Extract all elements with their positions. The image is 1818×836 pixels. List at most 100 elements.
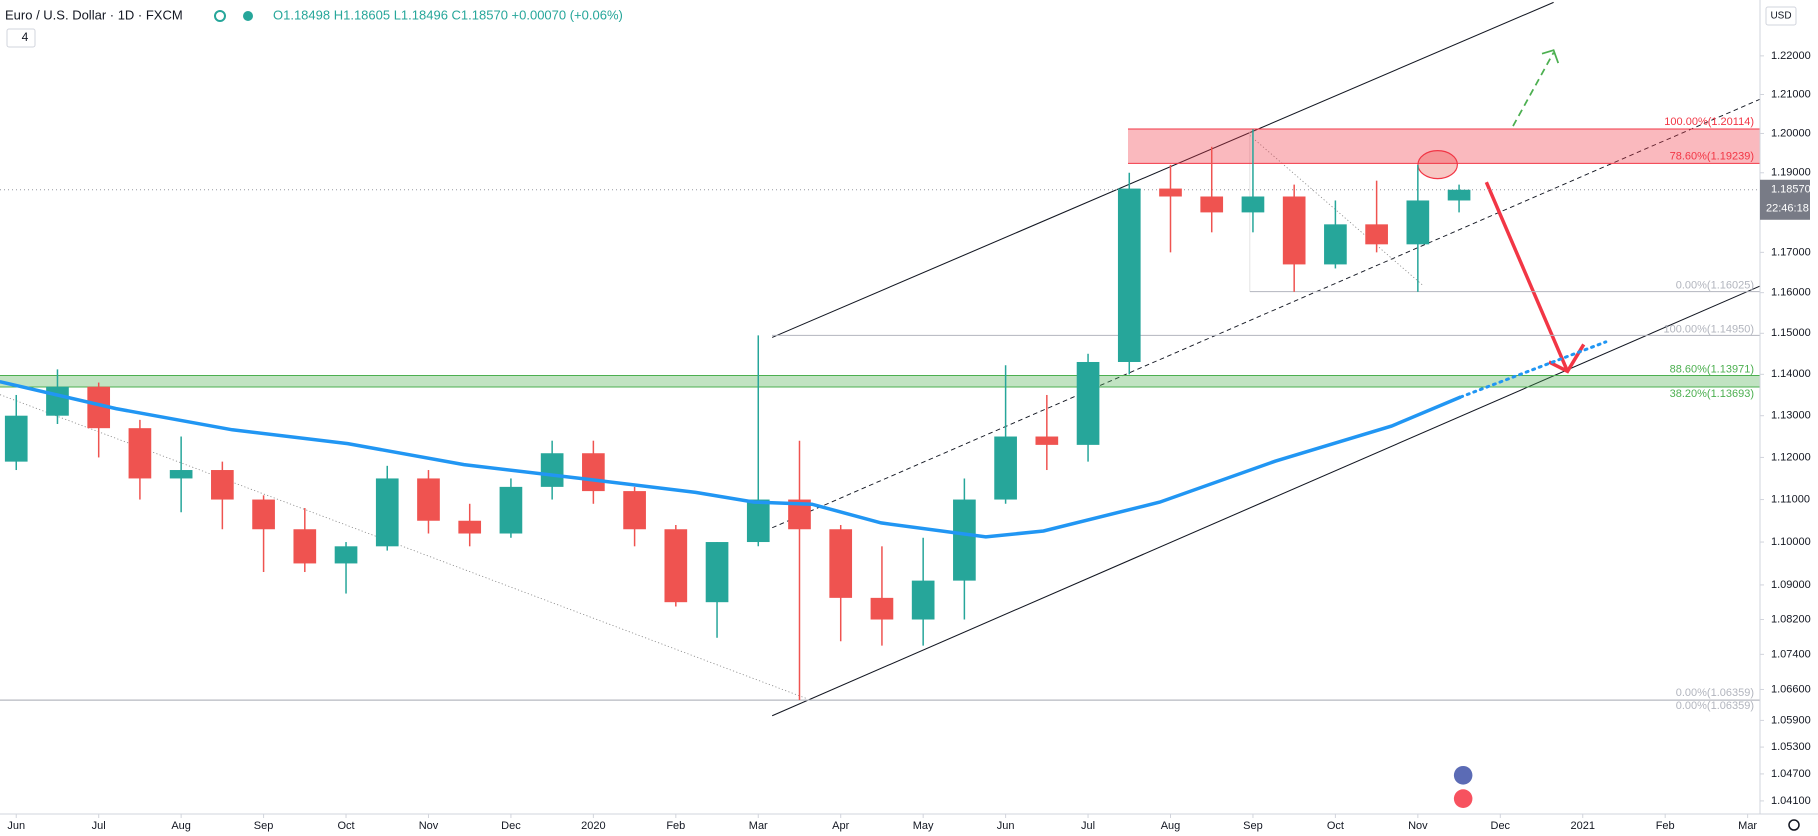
- y-tick-label: 1.04100: [1771, 795, 1811, 807]
- level-label: 0.00%(1.06359): [1676, 687, 1754, 699]
- arrow-up: [1512, 52, 1555, 127]
- level-label: 100.00%(1.20114): [1664, 116, 1754, 128]
- candle-body: [1035, 436, 1059, 445]
- channel-upper: [771, 1, 1554, 338]
- y-tick-label: 1.15000: [1771, 327, 1811, 339]
- x-tick-label: Nov: [419, 820, 439, 832]
- y-tick-label: 1.13000: [1771, 410, 1811, 422]
- status-icon: [214, 10, 226, 22]
- y-tick-label: 1.20000: [1771, 127, 1811, 139]
- x-tick-label: Feb: [1656, 820, 1675, 832]
- candle-body: [211, 470, 234, 500]
- x-tick-label: Dec: [501, 820, 521, 832]
- x-tick-label: 2021: [1570, 820, 1594, 832]
- candle-body: [1117, 188, 1141, 362]
- level-label: 0.00%(1.16025): [1676, 280, 1754, 292]
- candle-body: [540, 453, 564, 487]
- price-axis: [1760, 0, 1818, 836]
- x-tick-label: Feb: [666, 820, 685, 832]
- symbol: Euro / U.S. Dollar · 1D · FXCM: [5, 7, 183, 22]
- candle-body: [169, 470, 193, 479]
- x-tick-label: Apr: [832, 820, 849, 832]
- arrow-head: [1541, 49, 1560, 64]
- y-tick-label: 1.17000: [1771, 246, 1811, 258]
- currency: USD: [1770, 11, 1791, 22]
- x-tick-label: May: [913, 820, 934, 832]
- x-tick-label: Aug: [1161, 820, 1181, 832]
- candle-body: [1200, 196, 1224, 213]
- candle-body: [46, 386, 69, 416]
- x-tick-label: Jun: [997, 820, 1015, 832]
- candle-body: [293, 529, 317, 564]
- candle-body: [870, 597, 894, 620]
- countdown: 22:46:18: [1766, 203, 1809, 215]
- moving-average: [1459, 340, 1608, 399]
- y-tick-label: 1.16000: [1771, 287, 1811, 299]
- candle-body: [582, 453, 605, 492]
- arrow-down: [1484, 181, 1570, 372]
- candle-body: [4, 415, 28, 462]
- y-tick-label: 1.05900: [1771, 714, 1811, 726]
- y-tick-label: 1.22000: [1771, 50, 1811, 62]
- x-tick-label: Oct: [337, 820, 354, 832]
- x-tick-label: Mar: [1738, 820, 1757, 832]
- candle-body: [1159, 188, 1182, 197]
- candle-body: [1447, 189, 1471, 201]
- event-icon: [1453, 789, 1473, 808]
- candle-body: [994, 436, 1017, 500]
- y-tick-label: 1.08200: [1771, 613, 1811, 625]
- time-axis: [0, 814, 1818, 836]
- channel-lower: [771, 285, 1761, 717]
- zone: [0, 375, 1760, 387]
- event-icon: [1453, 765, 1473, 785]
- x-tick-label: Aug: [171, 820, 191, 832]
- x-tick-label: Oct: [1327, 820, 1344, 832]
- y-tick-label: 1.11000: [1771, 493, 1810, 505]
- y-tick-label: 1.07400: [1771, 648, 1811, 660]
- candle-body: [1406, 200, 1430, 245]
- candle-body: [128, 428, 152, 479]
- level-label: 88.60%(1.13971): [1670, 363, 1754, 375]
- candle-body: [499, 486, 523, 534]
- badge[interactable]: [6, 28, 36, 48]
- candle-body: [252, 499, 275, 530]
- level-label: 0.00%(1.06359): [1676, 700, 1754, 712]
- last-price-badge: [1760, 179, 1810, 220]
- y-tick-label: 1.09000: [1771, 579, 1811, 591]
- candle-body: [664, 529, 688, 603]
- level-label: 100.00%(1.14950): [1663, 323, 1754, 335]
- candle-body: [1365, 224, 1388, 245]
- status-icon: [243, 11, 253, 21]
- highlight-circle: [1417, 150, 1458, 180]
- y-tick-label: 1.21000: [1771, 88, 1811, 100]
- level-label: 78.60%(1.19239): [1670, 150, 1754, 162]
- y-tick-label: 1.06600: [1771, 683, 1811, 695]
- candle-body: [623, 491, 646, 530]
- candle-body: [829, 529, 853, 598]
- candle-body: [1241, 196, 1265, 213]
- x-tick-label: Mar: [749, 820, 768, 832]
- level-label: 38.20%(1.13693): [1670, 388, 1754, 400]
- candle-body: [1076, 361, 1100, 445]
- candle-body: [705, 542, 729, 603]
- candle-body: [953, 499, 976, 581]
- y-tick-label: 1.05300: [1771, 741, 1811, 753]
- x-tick-label: Sep: [1243, 820, 1263, 832]
- x-tick-label: Sep: [254, 820, 274, 832]
- y-tick-label: 1.04700: [1771, 768, 1811, 780]
- channel-middle: [771, 98, 1761, 529]
- candle-body: [87, 386, 111, 429]
- y-tick-label: 1.10000: [1771, 536, 1811, 548]
- candle-body: [417, 478, 440, 521]
- candle-body: [1324, 224, 1347, 265]
- candle-body: [334, 546, 358, 564]
- plot: 100.00%(1.20114) 78.60%(1.19239) 0.00%(1.1…: [0, 116, 1760, 712]
- x-tick-label: Jul: [1081, 820, 1095, 832]
- candle-body: [911, 580, 935, 620]
- currency-badge[interactable]: [1765, 6, 1797, 26]
- settings-icon[interactable]: [1788, 819, 1800, 831]
- drawings: [0, 1, 1761, 808]
- y-tick-label: 1.14000: [1771, 368, 1811, 380]
- candle-body: [375, 478, 399, 547]
